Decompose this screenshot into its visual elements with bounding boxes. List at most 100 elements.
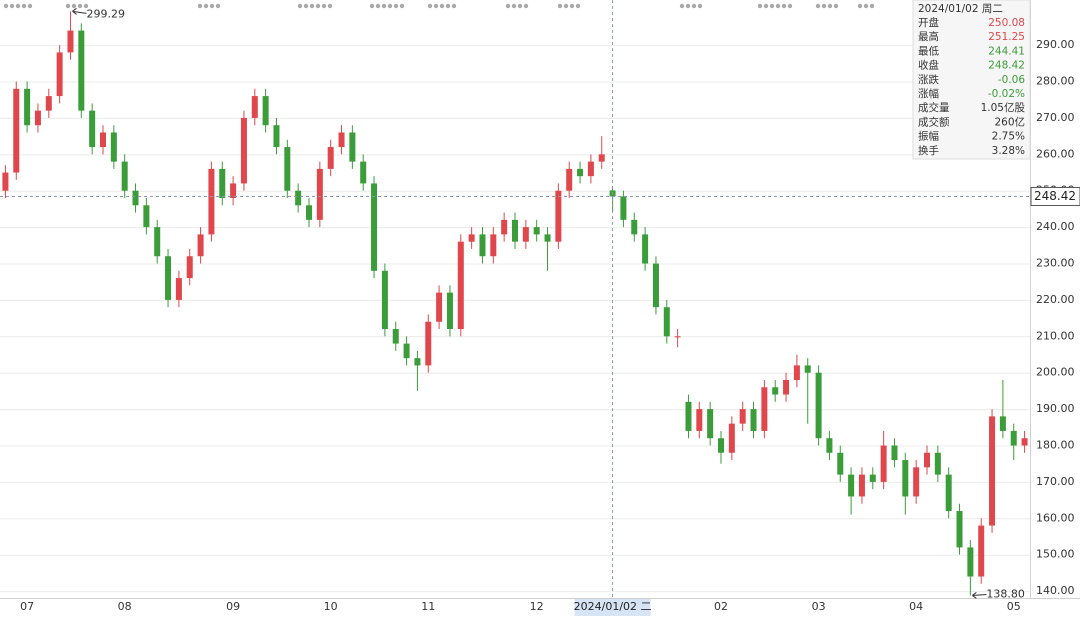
event-dot [3, 3, 9, 9]
candle-body [631, 219, 638, 235]
candle-body [501, 219, 508, 235]
candle-body [891, 445, 898, 461]
candle-body [56, 52, 63, 97]
x-tick-label: 05 [1007, 600, 1021, 613]
candle-body [392, 329, 399, 344]
event-dot [563, 3, 569, 9]
x-tick-label: 04 [909, 600, 923, 613]
event-dot [517, 3, 523, 9]
candle-body [490, 234, 497, 257]
max-arrow [72, 7, 87, 15]
candle-body [132, 190, 139, 206]
x-tick-label: 11 [421, 600, 435, 613]
event-dot [375, 3, 381, 9]
candle-body [598, 154, 605, 162]
info-label: 成交额 [918, 115, 950, 128]
candle-body [566, 168, 573, 191]
candle-body [349, 132, 356, 162]
event-dot [197, 3, 203, 9]
candle-body [913, 467, 920, 497]
candle-body [446, 292, 453, 330]
event-dot [369, 3, 375, 9]
candle-body [544, 234, 551, 242]
candle-body [360, 161, 367, 184]
event-dot [757, 3, 763, 9]
candle-body [143, 205, 150, 228]
candle-body [197, 234, 204, 257]
candle-body [89, 110, 96, 148]
y-tick-label: 190.00 [1036, 402, 1075, 415]
candle-body [2, 172, 9, 191]
min-arrow [972, 592, 987, 599]
candle-body [522, 227, 529, 242]
candle-body [338, 132, 345, 148]
candle-body [457, 241, 464, 330]
info-value: 3.28% [992, 145, 1025, 157]
y-tick-label: 200.00 [1036, 366, 1075, 379]
event-dot [427, 3, 433, 9]
max-label: 299.29 [86, 7, 125, 20]
candle-body [436, 292, 443, 322]
event-dot [27, 3, 33, 9]
candle-body [750, 409, 757, 431]
info-value: 248.42 [988, 60, 1025, 72]
candle-body [45, 96, 52, 111]
event-dot [691, 3, 697, 9]
x-tick-label: 07 [20, 600, 34, 613]
candle-body [186, 256, 193, 279]
event-dot [679, 3, 685, 9]
event-dot [9, 3, 15, 9]
candle-body [219, 168, 226, 198]
info-label: 收盘 [918, 59, 939, 72]
event-dot [393, 3, 399, 9]
candle-body [685, 401, 692, 431]
candle-body [121, 161, 128, 191]
candle-body [1010, 430, 1017, 446]
candle-body [230, 183, 237, 198]
crosshair-y-box [1030, 186, 1080, 206]
candle-body [804, 365, 811, 373]
candle-body [110, 132, 117, 162]
candle-body [577, 168, 584, 177]
y-tick-label: 260.00 [1036, 147, 1075, 160]
candle-body [772, 387, 779, 395]
event-dot [685, 3, 691, 9]
candle-body [945, 474, 952, 512]
min-label: 138.80 [986, 587, 1025, 600]
candle-body [934, 452, 941, 475]
candle-body [761, 387, 768, 431]
event-dot [209, 3, 215, 9]
info-value: 244.41 [988, 45, 1025, 57]
candle-body [34, 110, 41, 126]
candle-body [978, 525, 985, 577]
candle-body [175, 278, 182, 300]
axes-layer: 140.00 150.00 160.00 170.00 180.00 190.00 200.… [20, 38, 1074, 613]
event-dot [445, 3, 451, 9]
candle-body [739, 409, 746, 424]
y-tick-label: 230.00 [1036, 257, 1075, 270]
event-dot [763, 3, 769, 9]
y-tick-label: 160.00 [1036, 511, 1075, 524]
event-dot [815, 3, 821, 9]
candle-body [154, 227, 161, 257]
candle-body [902, 460, 909, 497]
candle-body [674, 336, 681, 338]
candle-body [999, 416, 1006, 431]
event-dot [769, 3, 775, 9]
y-tick-label: 240.00 [1036, 220, 1075, 233]
candle-body [663, 307, 670, 337]
info-value: -0.06 [998, 74, 1025, 86]
candle-body [100, 132, 106, 148]
x-tick-label: 10 [324, 600, 338, 613]
info-label: 振幅 [918, 130, 939, 143]
event-dot [327, 3, 333, 9]
candle-body [728, 423, 735, 453]
info-label: 涨幅 [918, 87, 939, 100]
candle-body [642, 234, 649, 264]
event-dot [787, 3, 793, 9]
candle-body [869, 474, 876, 482]
event-dot [83, 3, 89, 9]
candles [2, 11, 1028, 596]
y-tick-label: 150.00 [1036, 548, 1075, 561]
